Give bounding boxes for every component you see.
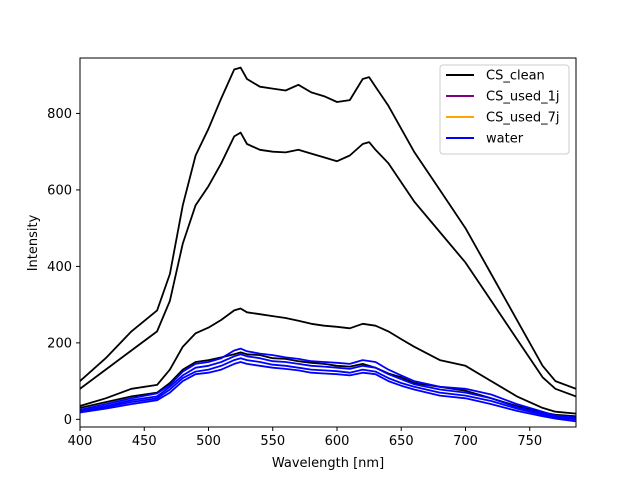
series-line-water-6 <box>80 353 576 420</box>
x-tick-label: 450 <box>132 434 157 449</box>
plot-lines <box>80 66 576 423</box>
x-tick-label: 750 <box>517 434 542 449</box>
legend-label-CS_used_1j: CS_used_1j <box>486 90 559 105</box>
series-line-water-5 <box>80 347 576 419</box>
legend-label-CS_clean: CS_clean <box>486 69 545 84</box>
legend-label-water: water <box>486 132 524 147</box>
x-tick-label: 700 <box>453 434 478 449</box>
legend-box <box>439 64 570 155</box>
x-axis-ticks: 400 450 500 550 600 650 700 750 <box>68 427 542 449</box>
x-axis-label: Wavelength [nm] <box>272 456 384 471</box>
series-line-CS_clean-2 <box>80 131 576 398</box>
y-tick-label: 600 <box>47 183 72 198</box>
x-tick-label: 650 <box>389 434 414 449</box>
x-tick-label: 600 <box>325 434 350 449</box>
x-tick-label: 500 <box>196 434 221 449</box>
x-tick-label: 400 <box>68 434 93 449</box>
series-line-CS_clean-1 <box>80 66 576 390</box>
x-tick-label: 550 <box>260 434 285 449</box>
series-line-CS_clean-4 <box>80 351 576 418</box>
y-tick-label: 800 <box>47 107 72 122</box>
series-line-water-7 <box>80 357 576 421</box>
legend-label-CS_used_7j: CS_used_7j <box>486 111 559 126</box>
y-axis-label: Intensity <box>26 214 41 271</box>
y-tick-label: 0 <box>64 413 72 428</box>
y-tick-label: 200 <box>47 336 72 351</box>
y-tick-label: 400 <box>47 260 72 275</box>
plot-frame <box>79 57 577 428</box>
y-axis-ticks: 0 200 400 600 800 <box>47 107 80 428</box>
series-line-CS_clean-3 <box>80 307 576 415</box>
series-line-water-8 <box>80 361 576 423</box>
